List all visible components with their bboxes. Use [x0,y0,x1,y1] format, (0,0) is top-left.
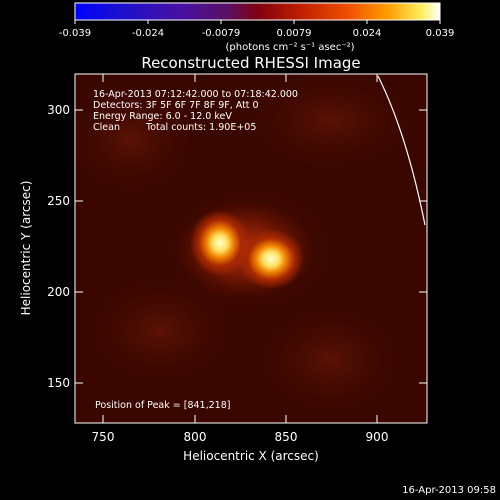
energy-range-text: Energy Range: 6.0 - 12.0 keV [93,111,232,122]
annotation-block: 16-Apr-2013 07:12:42.000 to 07:18:42.000… [93,89,298,133]
source-west [190,210,250,276]
x-tick-label: 750 [92,430,115,444]
y-tick-label: 300 [47,103,70,117]
x-tick-labels: 750 800 850 900 [92,430,389,444]
detectors-text: Detectors: 3F 5F 6F 7F 8F 9F, Att 0 [93,100,259,111]
colorbar-gradient [75,3,440,20]
plot-frame [74,73,428,424]
x-tick-label: 800 [184,430,207,444]
time-range-text: 16-Apr-2013 07:12:42.000 to 07:18:42.000 [93,89,298,100]
source-east-peak [238,229,304,289]
heatmap-image [75,74,427,423]
y-tick-label: 250 [47,194,70,208]
colorbar-tick-label: 0.0079 [277,28,312,39]
colorbar-tick-labels: -0.039 -0.024 -0.0079 0.0079 0.024 0.039 [59,28,454,39]
x-axis-label: Heliocentric X (arcsec) [183,449,319,463]
colorbar-tick-label: -0.024 [132,28,164,39]
colorbar-units: (photons cm⁻² s⁻¹ asec⁻²) [225,42,354,53]
x-axis-ticks [102,74,378,423]
x-tick-label: 900 [366,430,389,444]
peak-position-text: Position of Peak = [841,218] [95,400,230,411]
colorbar-tick-label: -0.039 [59,28,91,39]
total-counts-text: Total counts: 1.90E+05 [145,122,256,133]
clean-label: Clean [93,122,120,133]
solar-limb-line [377,75,426,226]
colorbar-tick-label: 0.039 [426,28,455,39]
colorbar-ticks [74,20,441,24]
colorbar-tick-label: 0.024 [353,28,382,39]
x-tick-label: 850 [275,430,298,444]
y-axis-label: Heliocentric Y (arcsec) [19,181,33,316]
plot-title: Reconstructed RHESSI Image [141,54,360,72]
y-tick-label: 150 [47,376,70,390]
y-tick-labels: 300 250 200 150 [47,103,70,390]
y-tick-label: 200 [47,285,70,299]
colorbar-tick-label: -0.0079 [202,28,241,39]
y-axis-ticks [75,109,427,384]
colorbar-frame [74,2,441,21]
timestamp: 16-Apr-2013 09:58 [402,485,496,496]
